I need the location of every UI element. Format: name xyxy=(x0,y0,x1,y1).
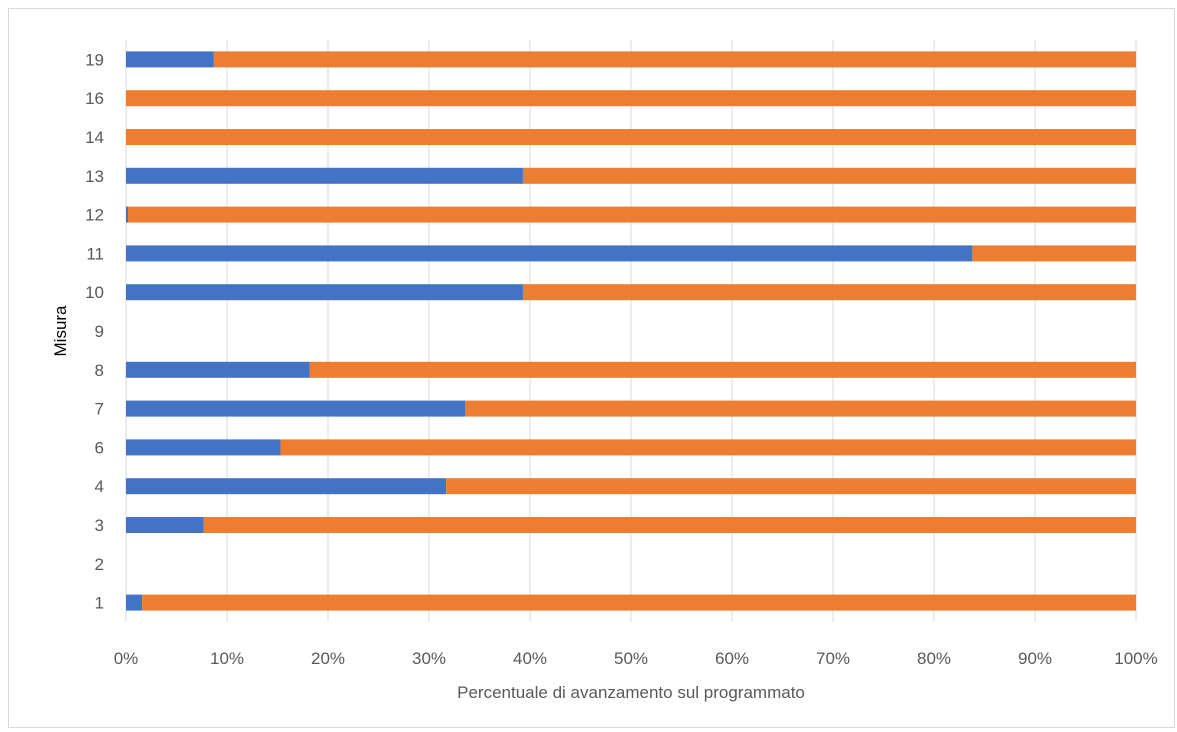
bar-segment-series-2-misura-7 xyxy=(465,400,1136,417)
bar-segment-series-1-misura-11 xyxy=(126,245,973,262)
bar-segment-series-1-misura-8 xyxy=(126,361,310,378)
bar-segment-series-2-misura-11 xyxy=(972,245,1136,262)
x-tick-label: 100% xyxy=(1114,649,1157,668)
x-tick-label: 90% xyxy=(1018,649,1052,668)
y-tick-label: 10 xyxy=(85,283,104,302)
bar-segment-series-2-misura-14 xyxy=(126,129,1136,145)
bar-segment-series-1-misura-1 xyxy=(126,594,143,611)
bar-segment-series-2-misura-8 xyxy=(309,361,1136,378)
y-tick-label: 13 xyxy=(85,167,104,186)
x-tick-label: 50% xyxy=(614,649,648,668)
y-tick-label: 4 xyxy=(95,477,104,496)
y-tick-label: 12 xyxy=(85,206,104,225)
y-tick-label: 11 xyxy=(86,244,104,263)
x-axis-title: Percentuale di avanzamento sul programma… xyxy=(457,683,805,702)
bar-segment-series-1-misura-19 xyxy=(126,51,214,68)
y-tick-label: 9 xyxy=(95,322,104,341)
y-tick-label: 7 xyxy=(95,400,104,419)
y-tick-label: 1 xyxy=(95,594,104,613)
bar-segment-series-2-misura-1 xyxy=(142,594,1136,611)
y-tick-label: 3 xyxy=(95,516,104,535)
y-tick-label: 16 xyxy=(85,89,104,108)
x-tick-label: 80% xyxy=(917,649,951,668)
x-tick-label: 60% xyxy=(715,649,749,668)
bar-segment-series-1-misura-12 xyxy=(126,206,129,223)
bar-segment-series-1-misura-10 xyxy=(126,284,523,301)
x-tick-label: 20% xyxy=(311,649,345,668)
x-tick-label: 10% xyxy=(210,649,244,668)
bar-segment-series-2-misura-19 xyxy=(213,51,1136,68)
y-tick-label: 8 xyxy=(95,361,104,380)
bar-segment-series-1-misura-4 xyxy=(126,478,447,495)
bar-segment-series-2-misura-4 xyxy=(446,478,1136,495)
bar-segment-series-2-misura-16 xyxy=(126,90,1136,107)
bar-segment-series-1-misura-6 xyxy=(126,439,281,456)
x-tick-labels: 0% 10% 20% 30% 40% 50% 60% 70% 80% 90% 100% xyxy=(114,649,1158,668)
bar-segment-series-2-misura-3 xyxy=(203,517,1136,533)
bar-segment-series-1-misura-13 xyxy=(126,167,523,184)
bar-segment-series-1-misura-7 xyxy=(126,400,466,417)
bar-segment-series-2-misura-10 xyxy=(522,284,1136,301)
x-tick-label: 70% xyxy=(816,649,850,668)
bar-segment-series-2-misura-12 xyxy=(128,206,1136,223)
y-tick-label: 6 xyxy=(95,438,104,457)
bars xyxy=(126,51,1136,611)
y-axis-title: Misura xyxy=(51,305,70,357)
y-tick-label: 14 xyxy=(85,128,104,147)
y-tick-label: 19 xyxy=(85,50,104,69)
gridlines xyxy=(125,40,1137,622)
bar-segment-series-1-misura-3 xyxy=(126,517,204,533)
bar-segment-series-2-misura-6 xyxy=(280,439,1136,456)
x-tick-label: 0% xyxy=(114,649,139,668)
x-tick-label: 30% xyxy=(412,649,446,668)
y-tick-label: 2 xyxy=(95,555,104,574)
bar-segment-series-2-misura-13 xyxy=(522,167,1136,184)
x-tick-label: 40% xyxy=(513,649,547,668)
